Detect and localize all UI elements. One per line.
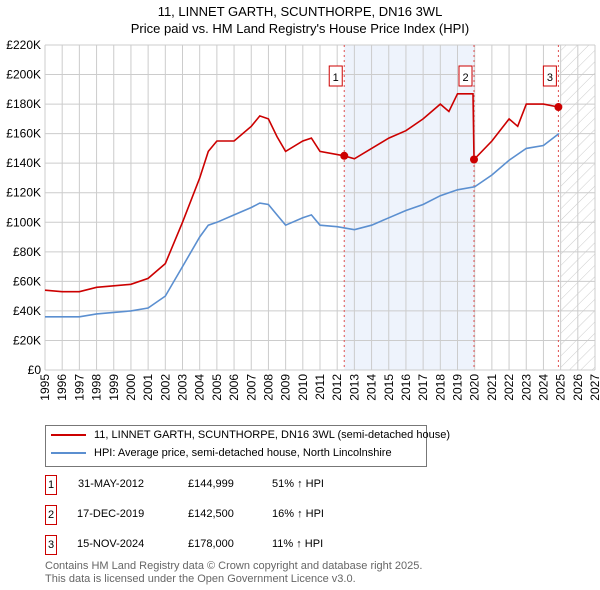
x-tick-label: 2012 bbox=[330, 374, 344, 401]
sale-label: 1 bbox=[333, 72, 339, 84]
footer-line: Contains HM Land Registry data © Crown c… bbox=[45, 560, 423, 572]
x-tick-label: 2020 bbox=[468, 374, 482, 401]
sale-row: 1 31-MAY-2012 £144,999 51% ↑ HPI bbox=[45, 475, 445, 497]
x-tick-label: 2024 bbox=[536, 374, 550, 401]
x-tick-label: 2014 bbox=[365, 374, 379, 401]
x-tick-label: 2007 bbox=[244, 374, 258, 401]
sale-point bbox=[470, 155, 478, 164]
sale-hpi: 51% ↑ HPI bbox=[272, 478, 324, 490]
x-tick-label: 2021 bbox=[485, 374, 499, 401]
sale-label: 2 bbox=[462, 72, 468, 84]
x-tick-label: 2019 bbox=[451, 374, 465, 401]
sale-price: £142,500 bbox=[188, 508, 234, 520]
x-tick-label: 2003 bbox=[176, 374, 190, 401]
y-tick-label: £220K bbox=[6, 38, 41, 52]
sale-label-box bbox=[458, 65, 473, 87]
x-tick-label: 2018 bbox=[433, 374, 447, 401]
x-tick-label: 2022 bbox=[502, 374, 516, 401]
x-tick-label: 2017 bbox=[416, 374, 430, 401]
x-tick-label: 2004 bbox=[193, 374, 207, 401]
x-tick-label: 1997 bbox=[72, 374, 86, 401]
sale-label: 3 bbox=[547, 72, 553, 84]
x-tick-label: 1998 bbox=[90, 374, 104, 401]
x-tick-label: 2026 bbox=[571, 374, 585, 401]
y-tick-label: £100K bbox=[6, 215, 41, 229]
x-tick-label: 2011 bbox=[313, 374, 327, 400]
legend-swatch-hpi bbox=[51, 452, 86, 454]
x-tick-label: 2008 bbox=[261, 374, 275, 401]
sale-label-box bbox=[328, 65, 343, 87]
legend-swatch-property bbox=[51, 434, 86, 436]
x-tick-label: 2005 bbox=[210, 374, 224, 401]
property-line bbox=[44, 93, 559, 293]
x-tick-label: 2013 bbox=[347, 374, 361, 401]
x-tick-label: 2015 bbox=[382, 374, 396, 401]
chart-title: 11, LINNET GARTH, SCUNTHORPE, DN16 3WL bbox=[157, 4, 443, 19]
legend-property: 11, LINNET GARTH, SCUNTHORPE, DN16 3WL (… bbox=[94, 429, 450, 441]
x-tick-label: 1996 bbox=[55, 374, 69, 401]
x-tick-label: 2027 bbox=[588, 374, 600, 401]
x-tick-label: 2006 bbox=[227, 374, 241, 401]
y-tick-label: £180K bbox=[6, 97, 41, 111]
y-tick-label: £80K bbox=[13, 245, 41, 259]
x-tick-label: 2000 bbox=[124, 374, 138, 401]
price-chart: 1995 1996 1997 1998 1999 2000 2001 2002 2003 2004… bbox=[6, 38, 600, 401]
x-tick-label: 2023 bbox=[519, 374, 533, 401]
y-tick-label: £60K bbox=[13, 274, 41, 288]
y-tick-label: £40K bbox=[13, 304, 41, 318]
x-tick-label: 2009 bbox=[279, 374, 293, 401]
sale-point bbox=[554, 103, 563, 112]
ownership-shade bbox=[344, 45, 474, 370]
sale-hpi: 11% ↑ HPI bbox=[272, 538, 324, 550]
y-tick-label: £140K bbox=[6, 156, 41, 170]
x-tick-label: 2025 bbox=[554, 374, 568, 401]
sale-date: 15-NOV-2024 bbox=[77, 538, 145, 550]
y-tick-label: £160K bbox=[6, 127, 41, 141]
sale-label-box bbox=[542, 65, 557, 87]
y-tick-label: £20K bbox=[13, 333, 41, 347]
sale-hpi: 16% ↑ HPI bbox=[272, 508, 324, 520]
x-tick-label: 1995 bbox=[38, 374, 52, 401]
x-tick-label: 2002 bbox=[158, 374, 172, 401]
chart-subtitle: Price paid vs. HM Land Registry's House … bbox=[130, 21, 470, 36]
legend-hpi: HPI: Average price, semi-detached house,… bbox=[94, 447, 392, 459]
x-tick-label: 2001 bbox=[141, 374, 155, 401]
footer: Contains HM Land Registry data © Crown c… bbox=[45, 560, 422, 586]
legend: 11, LINNET GARTH, SCUNTHORPE, DN16 3WL (… bbox=[45, 425, 450, 467]
y-tick-label: £200K bbox=[6, 68, 41, 82]
sale-date: 17-DEC-2019 bbox=[77, 508, 145, 520]
sale-price: £144,999 bbox=[188, 478, 234, 490]
footer-line: This data is licensed under the Open Gov… bbox=[45, 573, 356, 585]
x-tick-label: 2010 bbox=[296, 374, 310, 401]
x-tick-label: 2016 bbox=[399, 374, 413, 401]
sale-point bbox=[340, 151, 349, 160]
hpi-line bbox=[45, 132, 560, 318]
sale-row: 3 15-NOV-2024 £178,000 11% ↑ HPI bbox=[45, 535, 445, 557]
sale-price: £178,000 bbox=[188, 538, 234, 550]
sale-row: 2 17-DEC-2019 £142,500 16% ↑ HPI bbox=[45, 505, 445, 527]
y-tick-label: £120K bbox=[6, 186, 41, 200]
sale-marker-badge: 2 bbox=[45, 505, 57, 525]
sale-date: 31-MAY-2012 bbox=[78, 478, 145, 490]
x-tick-label: 1999 bbox=[107, 374, 121, 401]
sale-marker-badge: 1 bbox=[45, 475, 57, 495]
sale-marker-badge: 3 bbox=[45, 535, 57, 555]
y-tick-label: £0 bbox=[28, 363, 42, 377]
